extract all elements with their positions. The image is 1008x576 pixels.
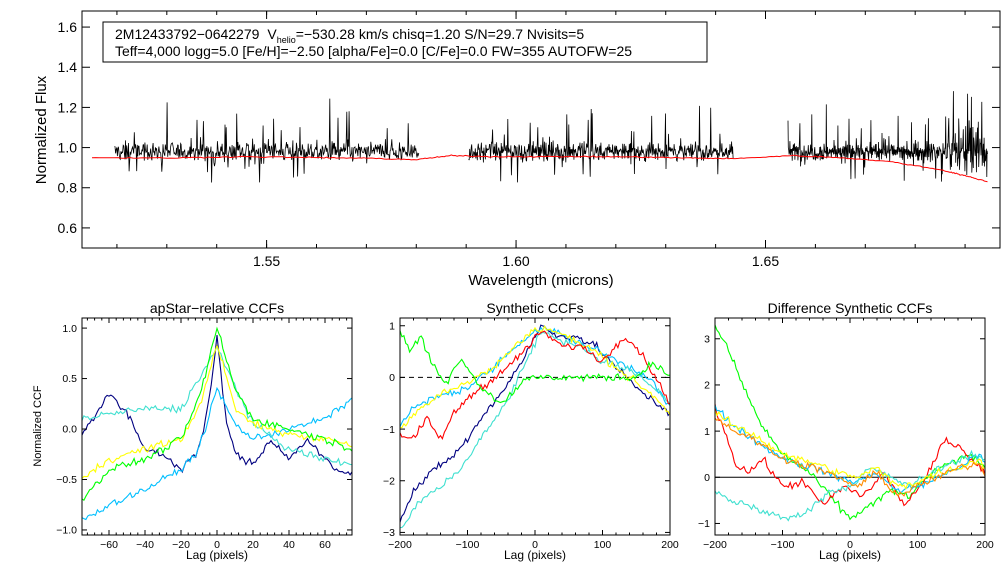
synthetic-ccf-xtick-label: −200 <box>388 539 412 551</box>
annotation-v-symbol: V <box>267 26 277 42</box>
synthetic-ccf-series-visit-1 <box>400 324 670 523</box>
synthetic-ccf-ytick-label: 1 <box>389 320 395 332</box>
apstar-ccf-title: apStar−relative CCFs <box>150 300 284 316</box>
difference-ccf-ytick-label: 0 <box>704 472 710 484</box>
difference-ccf-series-visit-6 <box>715 417 985 497</box>
spectrum-y-axis-label: Normalized Flux <box>33 75 50 184</box>
apstar-ccf-series-visit-2 <box>82 386 352 521</box>
apstar-ccf-ytick-label: −0.5 <box>56 474 77 486</box>
annotation-v-subscript: helio <box>277 35 296 45</box>
difference-ccf-xtick-label: −200 <box>703 539 727 551</box>
difference-ccf-frame <box>714 317 986 536</box>
apstar-ccf-xtick-label: −60 <box>100 539 118 551</box>
apstar-ccf-x-axis-label: Lag (pixels) <box>186 548 248 562</box>
apstar-ccf-series-visit-5 <box>82 326 352 502</box>
difference-ccf-xtick-label: 0 <box>847 539 853 551</box>
spectrum-xtick-label: 1.65 <box>752 253 779 269</box>
spectrum-ytick-label: 1.6 <box>58 19 78 35</box>
difference-ccf-series-group <box>715 324 985 522</box>
difference-ccf-ytick-label: 1 <box>704 426 710 438</box>
apstar-ccf-series-visit-4 <box>82 344 352 479</box>
annotation-line-2: Teff=4,000 logg=5.0 [Fe/H]=−2.50 [alpha/… <box>115 43 632 59</box>
synthetic-ccf-xtick-label: 0 <box>532 539 538 551</box>
apstar-ccf-xtick-label: 20 <box>247 539 259 551</box>
synthetic-ccf-xtick-label: −100 <box>456 539 480 551</box>
difference-ccf-xtick-label: 100 <box>909 539 927 551</box>
spectrum-ytick-label: 1.2 <box>58 99 78 115</box>
apstar-ccf-series-group <box>82 326 352 521</box>
spectrum-panel: 1.55 1.60 1.65 0.6 0.8 1.0 1.2 1.4 1.6 Wavelengt… <box>33 10 1001 289</box>
apstar-ccf-series-visit-3 <box>82 345 352 466</box>
spectrum-observed-chip-2 <box>468 105 734 183</box>
annotation-star-id: 2M12433792−0642279 <box>115 26 260 42</box>
difference-ccf-title: Difference Synthetic CCFs <box>768 300 933 316</box>
difference-ccf-series-visit-3 <box>715 404 985 494</box>
apstar-ccf-xtick-label: −40 <box>136 539 154 551</box>
difference-ccf-series-visit-4 <box>715 449 985 522</box>
synthetic-ccf-ytick-label: 0 <box>389 372 395 384</box>
spectrum-ytick-label: 0.6 <box>58 220 78 236</box>
synthetic-ccf-panel: Synthetic CCFs −200 −100 0 100 200 −3 −2 −1 0 1 L… <box>383 300 679 562</box>
apstar-ccf-frame <box>81 317 353 536</box>
apstar-ccf-ticks: −60 −40 −20 0 20 40 60 −1.0 −0.5 0.0 0.5 1.0 <box>56 318 352 551</box>
spectrum-xtick-label: 1.55 <box>253 253 280 269</box>
apstar-ccf-xtick-label: 0 <box>214 539 220 551</box>
synthetic-ccf-series-visit-3 <box>400 331 670 529</box>
difference-ccf-ytick-label: 3 <box>704 333 710 345</box>
difference-ccf-series-visit-5 <box>715 410 985 490</box>
apstar-ccf-xtick-label: 40 <box>283 539 295 551</box>
spectrum-ticks: 1.55 1.60 1.65 0.6 0.8 1.0 1.2 1.4 1.6 <box>58 11 1000 269</box>
synthetic-ccf-frame <box>399 317 671 536</box>
annotation-line-1-rest: =−530.28 km/s chisq=1.20 S/N=29.7 Nvisit… <box>296 26 585 42</box>
apstar-ccf-panel: apStar−relative CCFs −60 −40 −20 0 20 40 60 −1.… <box>32 300 353 562</box>
spectrum-xtick-label: 1.60 <box>502 253 529 269</box>
annotation-line-1: 2M12433792−0642279 Vhelio=−530.28 km/s ch… <box>115 26 584 45</box>
difference-ccf-ticks: −200 −100 0 100 200 −1 0 1 2 3 <box>698 318 994 551</box>
difference-ccf-xtick-label: −100 <box>771 539 795 551</box>
synthetic-ccf-ticks: −200 −100 0 100 200 −3 −2 −1 0 1 <box>383 318 679 551</box>
apstar-ccf-ytick-label: 1.0 <box>62 323 77 335</box>
spectrum-series-synthetic-model <box>91 154 988 183</box>
spectrum-ytick-label: 1.0 <box>58 139 78 155</box>
difference-ccf-x-axis-label: Lag (pixels) <box>819 548 881 562</box>
difference-ccf-ytick-label: 2 <box>704 380 710 392</box>
spectrum-ytick-label: 0.8 <box>58 180 78 196</box>
synthetic-ccf-series-visit-5 <box>400 330 670 441</box>
spectrum-observed-chip-3 <box>787 91 988 182</box>
apstar-ccf-xtick-label: 60 <box>319 539 331 551</box>
synthetic-ccf-series-visit-4 <box>400 325 670 429</box>
difference-ccf-series-visit-2 <box>715 403 985 507</box>
apstar-ccf-ytick-label: 0.5 <box>62 373 77 385</box>
synthetic-ccf-ytick-label: −1 <box>383 424 395 436</box>
synthetic-ccf-xtick-label: 100 <box>594 539 612 551</box>
synthetic-ccf-x-axis-label: Lag (pixels) <box>504 548 566 562</box>
synthetic-ccf-series-visit-2 <box>400 325 670 427</box>
spectrum-x-axis-label: Wavelength (microns) <box>468 272 613 289</box>
difference-ccf-panel: Difference Synthetic CCFs −200 −100 0 100 20… <box>698 300 994 562</box>
synthetic-ccf-ytick-label: −3 <box>383 527 395 539</box>
spectrum-observed-chip-1 <box>114 98 420 183</box>
apstar-ccf-y-axis-label: Normalized CCF <box>32 385 44 467</box>
synthetic-ccf-title: Synthetic CCFs <box>486 300 583 316</box>
synthetic-ccf-ytick-label: −2 <box>383 475 395 487</box>
spectrum-series-group <box>91 91 988 183</box>
apstar-ccf-xtick-label: −20 <box>172 539 190 551</box>
annotation-box <box>102 21 708 63</box>
difference-ccf-ytick-label: −1 <box>698 518 710 530</box>
synthetic-ccf-series-visit-6 <box>400 330 670 404</box>
spectrum-frame <box>81 10 1001 249</box>
difference-ccf-xtick-label: 200 <box>976 539 994 551</box>
synthetic-ccf-series-group <box>400 324 670 529</box>
spectrum-ytick-label: 1.4 <box>58 59 78 75</box>
apstar-ccf-series-visit-1 <box>82 334 352 476</box>
apstar-ccf-ytick-label: −1.0 <box>56 525 77 537</box>
synthetic-ccf-xtick-label: 200 <box>661 539 679 551</box>
apstar-ccf-ytick-label: 0.0 <box>62 424 77 436</box>
